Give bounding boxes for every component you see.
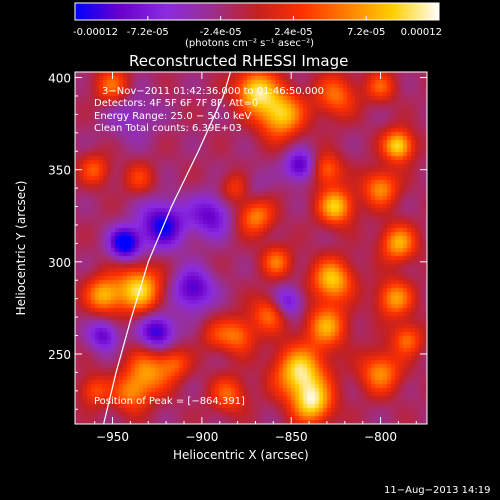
y-tick-label: 300 [48, 256, 71, 270]
colorbar-tick-label: 2.4e-05 [274, 27, 312, 38]
colorbar-units-label: (photons cm⁻² s⁻¹ asec⁻²) [185, 38, 315, 49]
y-axis-ticks: 250 300 350 400 [48, 72, 427, 410]
colorbar-frame [74, 2, 440, 21]
x-tick-label: −850 [275, 430, 308, 444]
colorbar-tick-label: -0.00012 [73, 27, 118, 38]
x-axis-ticks: −950 −900 −850 −800 [94, 72, 417, 444]
annotation-detectors: Detectors: 4F 5F 6F 7F 8F, Att=0 [94, 98, 259, 109]
annotation-time-range: 3−Nov−2011 01:42:36.000 to 01:46:50.000 [102, 86, 325, 97]
plot-frame [74, 71, 428, 425]
heatmap-canvas [75, 72, 427, 424]
x-tick-label: −900 [185, 430, 218, 444]
colorbar-gradient [75, 3, 439, 20]
y-axis-label: Heliocentric Y (arcsec) [14, 180, 28, 316]
annotation-energy-range: Energy Range: 25.0 − 50.0 keV [94, 111, 252, 122]
y-tick-label: 350 [48, 164, 71, 178]
colorbar-ticks: -0.00012 -7.2e-05 -2.4e-05 2.4e-05 7.2e-05 0.… [73, 16, 442, 38]
x-axis-label: Heliocentric X (arcsec) [173, 448, 309, 462]
x-tick-label: −800 [364, 430, 397, 444]
colorbar-tick-label: 0.00012 [401, 27, 442, 38]
colorbar-tick-label: -7.2e-05 [127, 27, 169, 38]
footer-timestamp: 11−Aug−2013 14:19 [384, 485, 491, 496]
annotation-clean-counts: Clean Total counts: 6.39E+03 [94, 123, 242, 134]
colorbar-tick-label: 7.2e-05 [347, 27, 385, 38]
solar-limb-curve [103, 71, 232, 425]
plot-area [75, 72, 427, 424]
y-tick-label: 250 [48, 348, 71, 362]
chart-title: Reconstructed RHESSI Image [129, 52, 349, 70]
colorbar-tick-label: -2.4e-05 [200, 27, 242, 38]
x-tick-label: −950 [96, 430, 129, 444]
annotation-peak-position: Position of Peak = [−864,391] [94, 396, 245, 407]
y-tick-label: 400 [48, 72, 71, 86]
